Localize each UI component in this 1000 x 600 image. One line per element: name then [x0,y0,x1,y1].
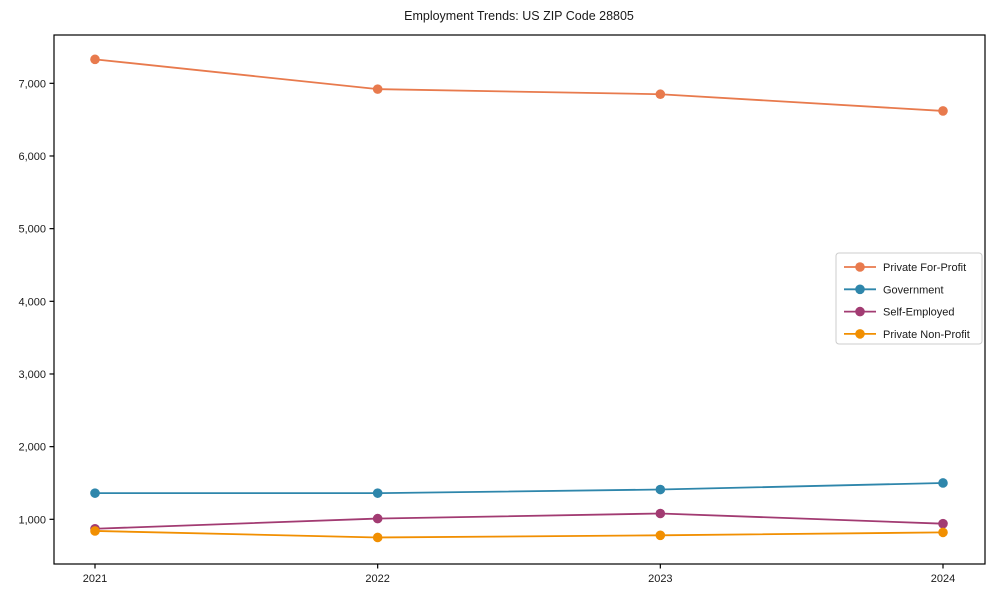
legend: Private For-Profit Government Self-Employe… [835,252,983,345]
data-point-private-for-profit [372,84,383,94]
axes-box [53,34,986,565]
data-point-self-employed [655,508,666,519]
data-point-government [372,488,383,498]
data-point-private-non-profit [372,532,383,543]
data-point-private-non-profit [90,526,100,536]
y-tick-label: 5,000 [18,224,46,236]
data-point-private-for-profit [90,54,100,65]
legend-label-private-non-profit: Private Non-Profit [883,329,970,341]
legend-box [835,252,983,345]
y-axis-ticks: 1,000 2,000 3,000 4,000 5,000 6,000 7,000 [18,78,54,526]
legend-marker-government [855,284,865,295]
data-point-self-employed [372,513,383,524]
y-tick-label: 6,000 [18,151,46,163]
legend-label-government: Government [883,284,944,296]
data-point-government [938,478,948,488]
legend-marker-private-non-profit [855,329,865,339]
y-tick-label: 1,000 [18,514,46,526]
x-tick-label: 2023 [648,573,672,585]
data-series [90,54,948,543]
data-point-private-non-profit [655,530,666,541]
y-tick-label: 4,000 [18,296,46,308]
data-point-self-employed [938,518,948,529]
legend-label-self-employed: Self-Employed [883,307,955,319]
x-tick-label: 2024 [931,573,955,585]
series-line-government [95,482,944,495]
series-line-private-non-profit [94,530,944,539]
x-tick-label: 2022 [365,573,389,585]
y-tick-label: 7,000 [18,78,46,90]
data-point-private-non-profit [938,527,948,538]
y-tick-label: 2,000 [18,442,46,454]
legend-marker-private-for-profit [855,262,865,272]
chart-title: Employment Trends: US ZIP Code 28805 [404,9,634,23]
x-axis-ticks: 2021 2022 2023 2024 [83,564,955,585]
series-line-private-for-profit [94,58,944,112]
series-line-self-employed [94,512,944,530]
x-tick-label: 2021 [83,573,107,585]
legend-label-private-for-profit: Private For-Profit [883,262,966,274]
data-point-private-for-profit [655,89,666,100]
plot-frame [53,34,986,565]
data-point-government [655,484,666,495]
legend-marker-self-employed [855,306,865,317]
data-point-private-for-profit [938,106,948,116]
y-tick-label: 3,000 [18,369,46,381]
data-point-government [90,488,100,498]
